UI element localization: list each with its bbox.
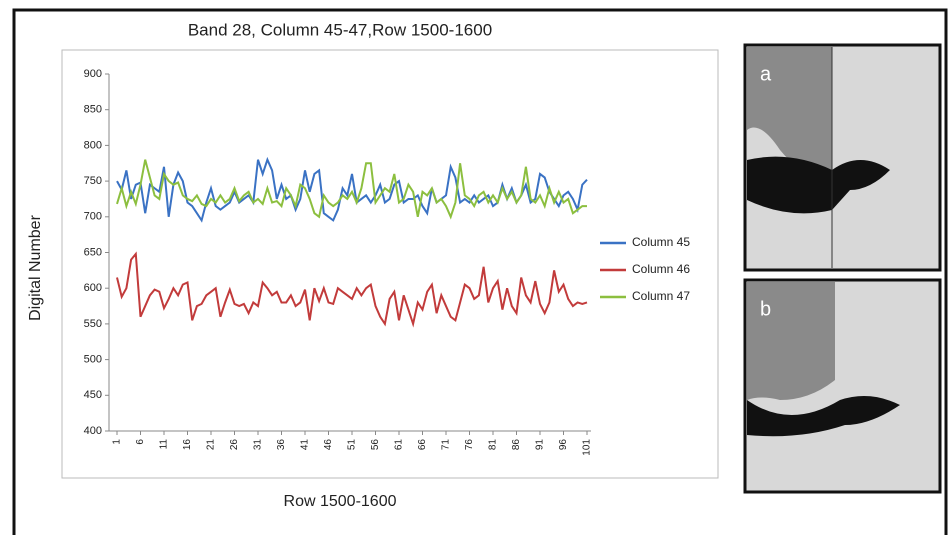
image-water: [747, 156, 890, 214]
y-tick-label: 650: [84, 246, 102, 258]
x-tick-label: 66: [417, 439, 428, 451]
x-tick-label: 41: [300, 439, 311, 451]
image-label: b: [760, 298, 771, 320]
legend-label: Column 45: [632, 235, 690, 249]
x-tick-label: 96: [558, 439, 569, 451]
x-tick-label: 71: [441, 439, 452, 451]
y-tick-label: 500: [84, 354, 102, 366]
x-tick-label: 81: [488, 439, 499, 451]
x-tick-label: 6: [135, 439, 146, 445]
y-tick-label: 600: [84, 282, 102, 294]
x-tick-label: 11: [159, 439, 170, 450]
y-tick-label: 700: [84, 211, 102, 223]
x-tick-label: 46: [323, 439, 334, 451]
y-tick-label: 750: [84, 175, 102, 187]
series-line: [116, 159, 587, 220]
y-tick-label: 400: [84, 425, 102, 437]
x-tick-label: 1: [112, 439, 123, 445]
y-tick-label: 550: [84, 318, 102, 330]
image-label: a: [760, 63, 772, 85]
image-water: [747, 396, 900, 437]
image-b: b: [743, 278, 942, 494]
image-a: a: [743, 43, 942, 272]
x-axis-title: Row 1500-1600: [284, 493, 397, 510]
legend-label: Column 47: [632, 289, 690, 303]
y-tick-label: 800: [84, 139, 102, 151]
y-tick-label: 850: [84, 104, 102, 116]
x-tick-label: 51: [347, 439, 358, 451]
x-tick-label: 76: [464, 439, 475, 451]
y-axis-title: Digital Number: [27, 214, 44, 320]
x-tick-label: 36: [276, 439, 287, 451]
image-region: [747, 47, 832, 180]
series-line: [116, 251, 588, 328]
x-tick-label: 31: [253, 439, 264, 451]
image-region: [747, 282, 835, 400]
x-tick-label: 21: [206, 439, 217, 451]
y-tick-label: 900: [84, 68, 102, 80]
x-tick-label: 56: [370, 439, 381, 451]
x-tick-label: 101: [582, 439, 593, 456]
x-tick-label: 61: [394, 439, 405, 451]
x-tick-label: 86: [511, 439, 522, 451]
y-tick-label: 450: [84, 389, 102, 401]
chart-title: Band 28, Column 45-47,Row 1500-1600: [188, 20, 492, 39]
x-tick-label: 26: [229, 439, 240, 451]
legend-label: Column 46: [632, 262, 690, 276]
x-tick-label: 16: [182, 439, 193, 451]
x-tick-label: 91: [535, 439, 546, 451]
chart-area: [61, 49, 719, 479]
